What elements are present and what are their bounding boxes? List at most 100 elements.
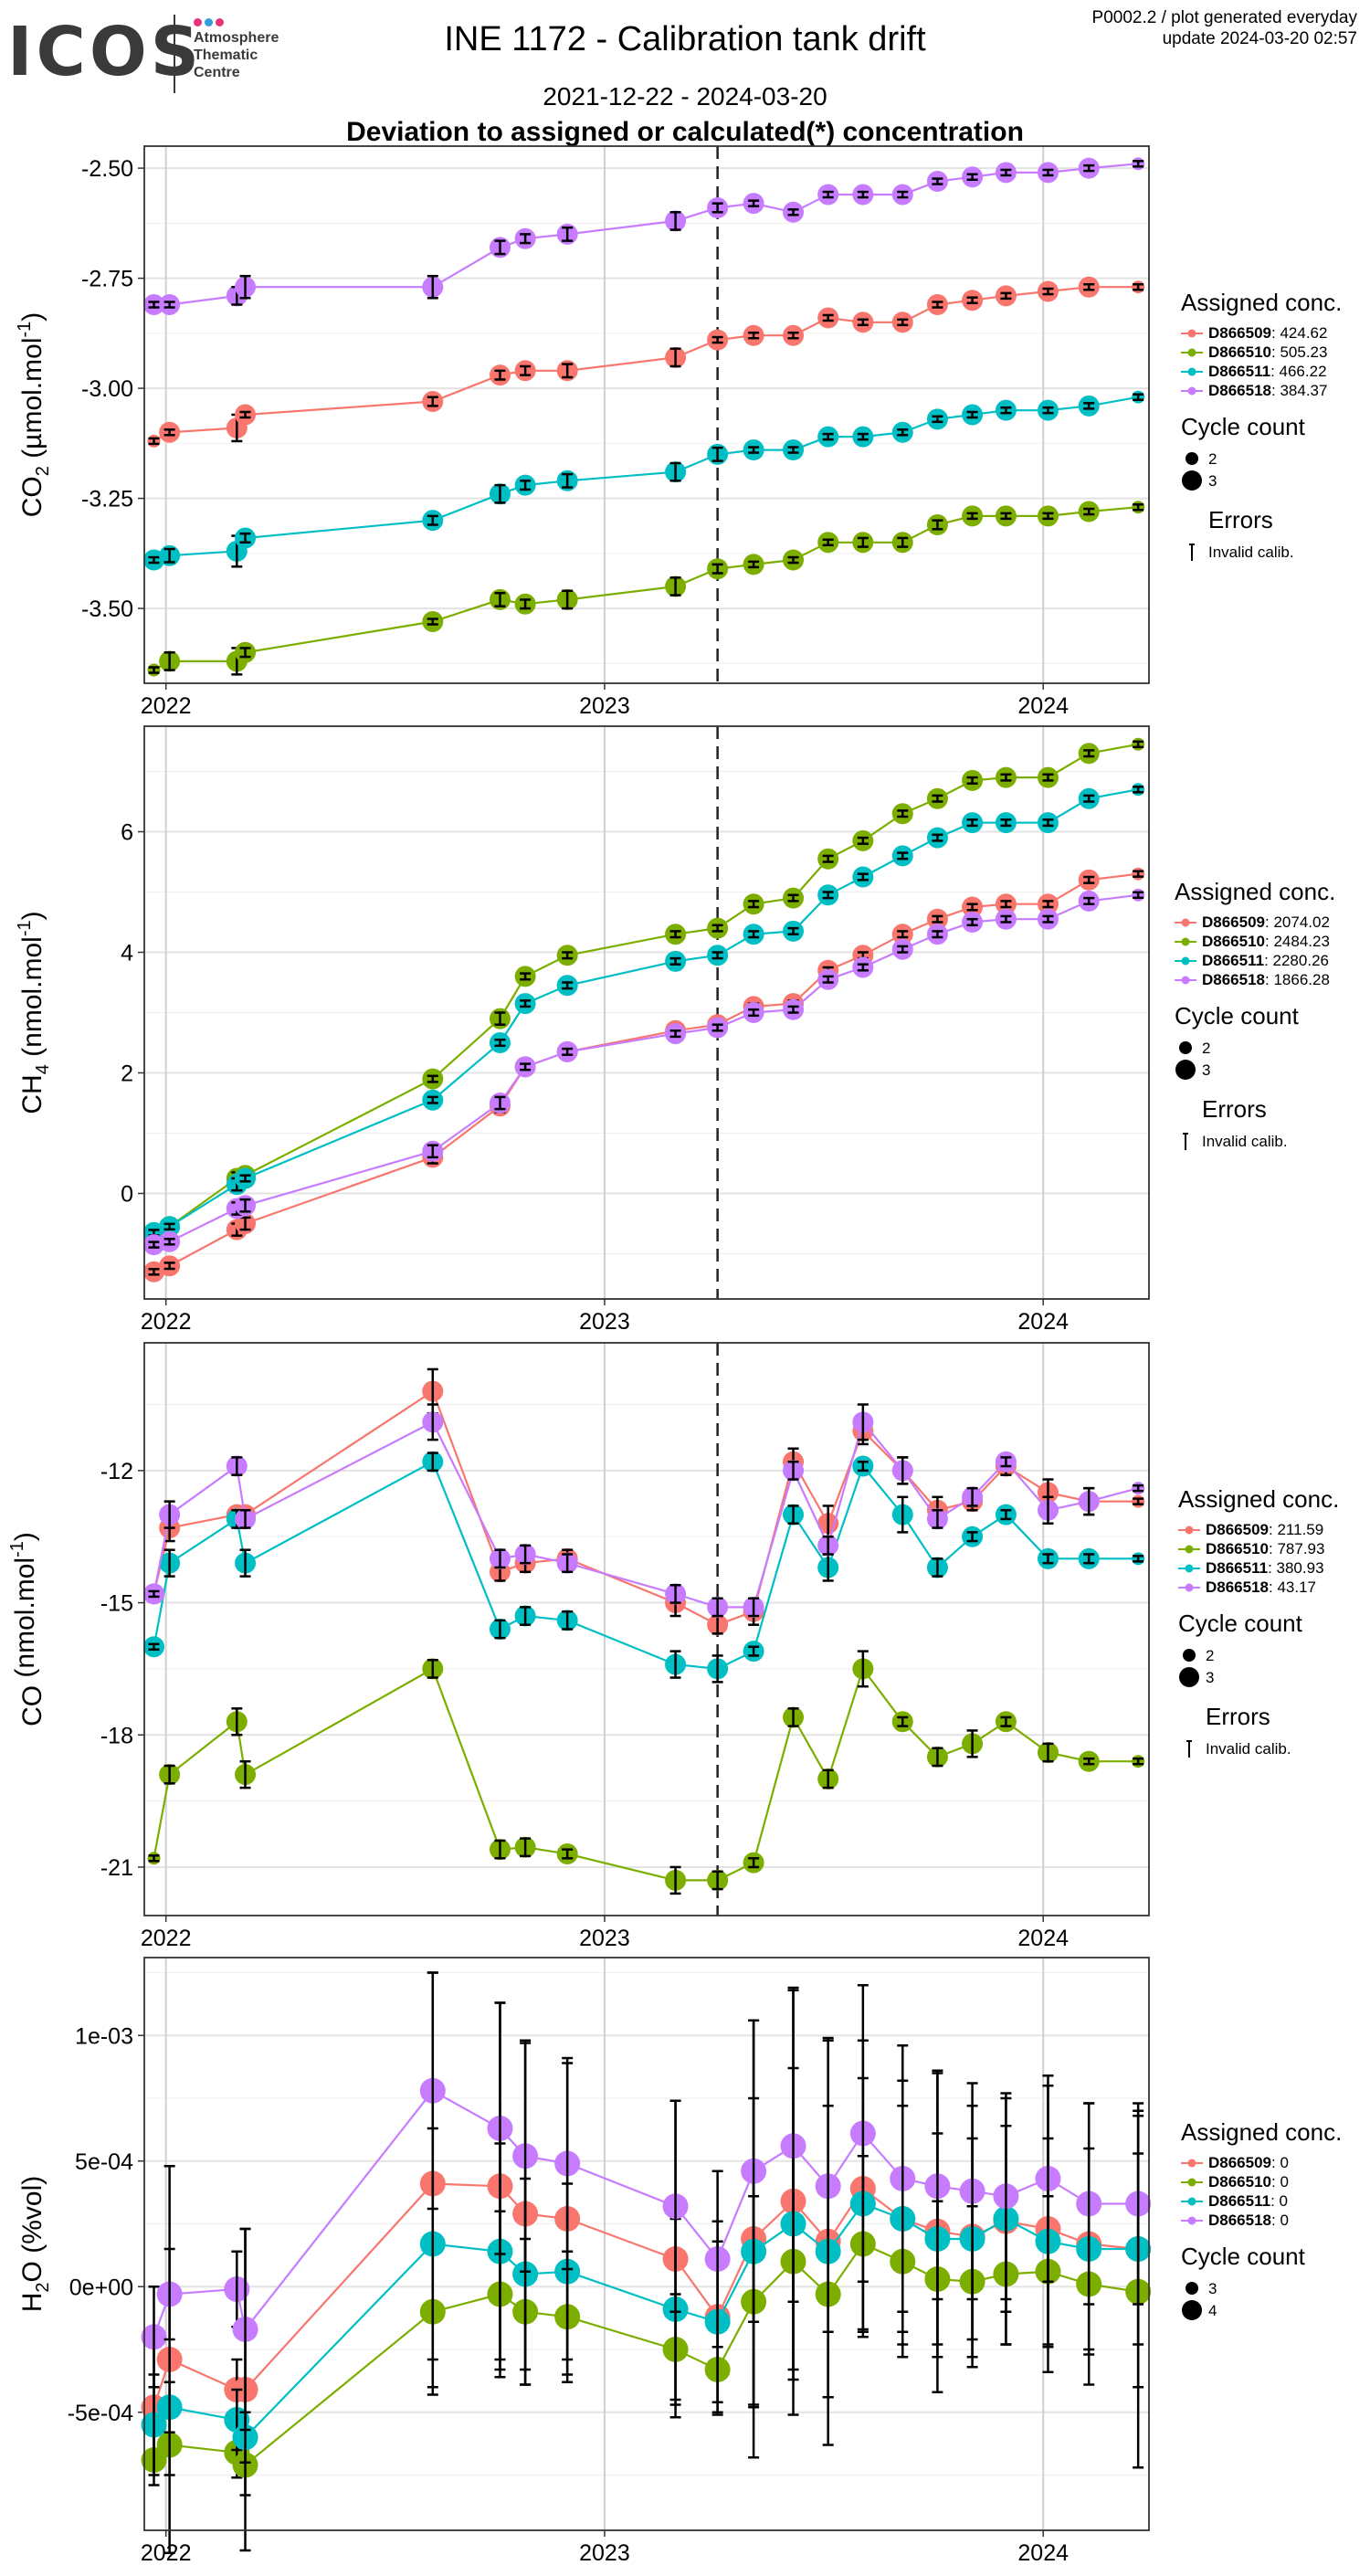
y-axis-label: H2O (%vol) bbox=[17, 2176, 53, 2312]
x-tick-label: 2023 bbox=[579, 1926, 630, 1951]
legend-entry-code: D866511 bbox=[1202, 952, 1264, 969]
y-axis-label-part: ) bbox=[17, 911, 47, 920]
plot-border bbox=[143, 1342, 1150, 1916]
logo-divider bbox=[174, 15, 175, 93]
y-tick-label: 4 bbox=[121, 941, 133, 966]
legend-entry-code: D866518 bbox=[1202, 971, 1265, 988]
legend-entry-value: : 0 bbox=[1271, 2154, 1289, 2171]
y-axis-label-part: -1 bbox=[15, 322, 35, 338]
legend-size-label: 3 bbox=[1208, 472, 1217, 490]
x-tick-label: 2023 bbox=[579, 2540, 630, 2566]
note-line: P0002.2 / plot generated everyday bbox=[1091, 8, 1357, 27]
y-tick-label: -18 bbox=[100, 1723, 133, 1748]
y-tick-label: -2.75 bbox=[81, 267, 133, 292]
legend-errors-label: Invalid calib. bbox=[1208, 544, 1294, 561]
legend-key-dot bbox=[1181, 918, 1190, 927]
y-axis-label: CH4 (nmol.mol-1) bbox=[15, 911, 53, 1114]
legend-entry-code: D866511 bbox=[1208, 2192, 1270, 2210]
legend-errors-title: Errors bbox=[1206, 1703, 1270, 1730]
legend-entry-code: D866518 bbox=[1208, 382, 1271, 399]
legend-key-dot bbox=[1185, 1564, 1194, 1573]
y-axis-label-part: CO bbox=[17, 476, 47, 517]
legend-entry-value: : 2484.23 bbox=[1265, 933, 1330, 950]
legend-size-key bbox=[1179, 1041, 1192, 1054]
legend-entry: D866518: 1866.28 bbox=[1202, 971, 1330, 988]
legend-title: Assigned conc. bbox=[1175, 878, 1335, 905]
x-tick-label: 2024 bbox=[1017, 2540, 1069, 2566]
legend-key-dot bbox=[1185, 1526, 1194, 1535]
y-tick-label: -2.50 bbox=[81, 156, 133, 182]
legend-entry: D866518: 384.37 bbox=[1208, 382, 1327, 399]
legend-size-key bbox=[1186, 2282, 1198, 2295]
legend-entry: D866510: 2484.23 bbox=[1202, 933, 1330, 950]
legend-key-dot bbox=[1185, 1583, 1194, 1592]
y-axis-label-part: 4 bbox=[33, 1064, 53, 1074]
legend-title: Assigned conc. bbox=[1181, 2118, 1342, 2146]
x-tick-label: 2022 bbox=[141, 1309, 192, 1335]
legend-entry-code: D866509 bbox=[1208, 2154, 1271, 2171]
logo-dot bbox=[205, 18, 213, 26]
legend-entry-value: : 211.59 bbox=[1269, 1521, 1323, 1538]
icos-logo: ICOS bbox=[7, 13, 204, 91]
y-axis-label-part: (nmol.mol bbox=[10, 1557, 40, 1685]
legend-entry-value: : 424.62 bbox=[1271, 324, 1327, 342]
legend-entry-code: D866510 bbox=[1202, 933, 1265, 950]
plot-background bbox=[144, 1343, 1149, 1916]
legend-key-dot bbox=[1187, 2197, 1196, 2206]
legend-size-label: 3 bbox=[1206, 1669, 1214, 1686]
legend-size-key bbox=[1182, 2300, 1202, 2320]
legend-size-title: Cycle count bbox=[1181, 413, 1306, 440]
page-title: INE 1172 - Calibration tank drift bbox=[444, 20, 926, 58]
chart-subtitle: Deviation to assigned or calculated(*) c… bbox=[346, 117, 1024, 147]
plot-border bbox=[143, 145, 1150, 684]
legend-entry-value: : 0 bbox=[1270, 2192, 1288, 2210]
legend-entry-value: : 466.22 bbox=[1270, 363, 1326, 380]
legend-entry-code: D866510 bbox=[1208, 2173, 1271, 2191]
legend-key-dot bbox=[1187, 367, 1196, 376]
logo-sub-line: Thematic bbox=[194, 48, 258, 63]
legend-entry: D866510: 505.23 bbox=[1208, 343, 1327, 361]
y-tick-label: 0 bbox=[121, 1182, 133, 1208]
date-range: 2021-12-22 - 2024-03-20 bbox=[543, 82, 827, 111]
legend-entry-code: D866510 bbox=[1208, 343, 1271, 361]
x-tick-label: 2023 bbox=[579, 1309, 630, 1335]
legend-entry-code: D866511 bbox=[1208, 363, 1270, 380]
legend-size-label: 4 bbox=[1208, 2302, 1217, 2319]
legend-size-key bbox=[1175, 1060, 1196, 1080]
y-axis-label-part: H bbox=[17, 2293, 47, 2313]
legend-errors-label: Invalid calib. bbox=[1206, 1740, 1291, 1758]
legend-entry: D866511: 2280.26 bbox=[1202, 952, 1329, 969]
y-axis-label: CO (nmol.mol-1) bbox=[7, 1532, 47, 1726]
y-tick-label: 5e-04 bbox=[75, 2149, 133, 2175]
plot-border bbox=[143, 725, 1150, 1300]
legend-entry-code: D866518 bbox=[1208, 2212, 1271, 2229]
legend-errors-label: Invalid calib. bbox=[1202, 1133, 1288, 1150]
legend-entry: D866510: 0 bbox=[1208, 2173, 1289, 2191]
legend-size-label: 2 bbox=[1206, 1647, 1214, 1664]
legend-key-dot bbox=[1181, 937, 1190, 946]
generation-note: P0002.2 / plot generated everyday update… bbox=[1092, 7, 1357, 49]
legend-size-key bbox=[1186, 452, 1198, 465]
y-tick-label: 2 bbox=[121, 1061, 133, 1087]
legend-entry-value: : 384.37 bbox=[1271, 382, 1327, 399]
legend-size-title: Cycle count bbox=[1181, 2243, 1306, 2270]
legend-size-key bbox=[1183, 1649, 1196, 1662]
legend-entry-value: : 380.93 bbox=[1268, 1559, 1323, 1577]
legend-size-label: 2 bbox=[1208, 450, 1217, 468]
legend-key-dot bbox=[1187, 2216, 1196, 2225]
y-axis-label-part: -1 bbox=[15, 920, 35, 936]
legend-size-title: Cycle count bbox=[1175, 1002, 1300, 1029]
x-tick-label: 2023 bbox=[579, 693, 630, 719]
note-line: update 2024-03-20 02:57 bbox=[1162, 29, 1357, 48]
legend-entry: D866511: 0 bbox=[1208, 2192, 1288, 2210]
legend-key-dot bbox=[1187, 386, 1196, 396]
y-axis-label-part: ) bbox=[10, 1532, 40, 1541]
plot-border bbox=[143, 1957, 1150, 2531]
page-header: ICOS Atmosphere Thematic Centre INE 1172… bbox=[0, 0, 1370, 147]
y-axis-label: CO2 (µmol.mol-1) bbox=[15, 312, 53, 518]
